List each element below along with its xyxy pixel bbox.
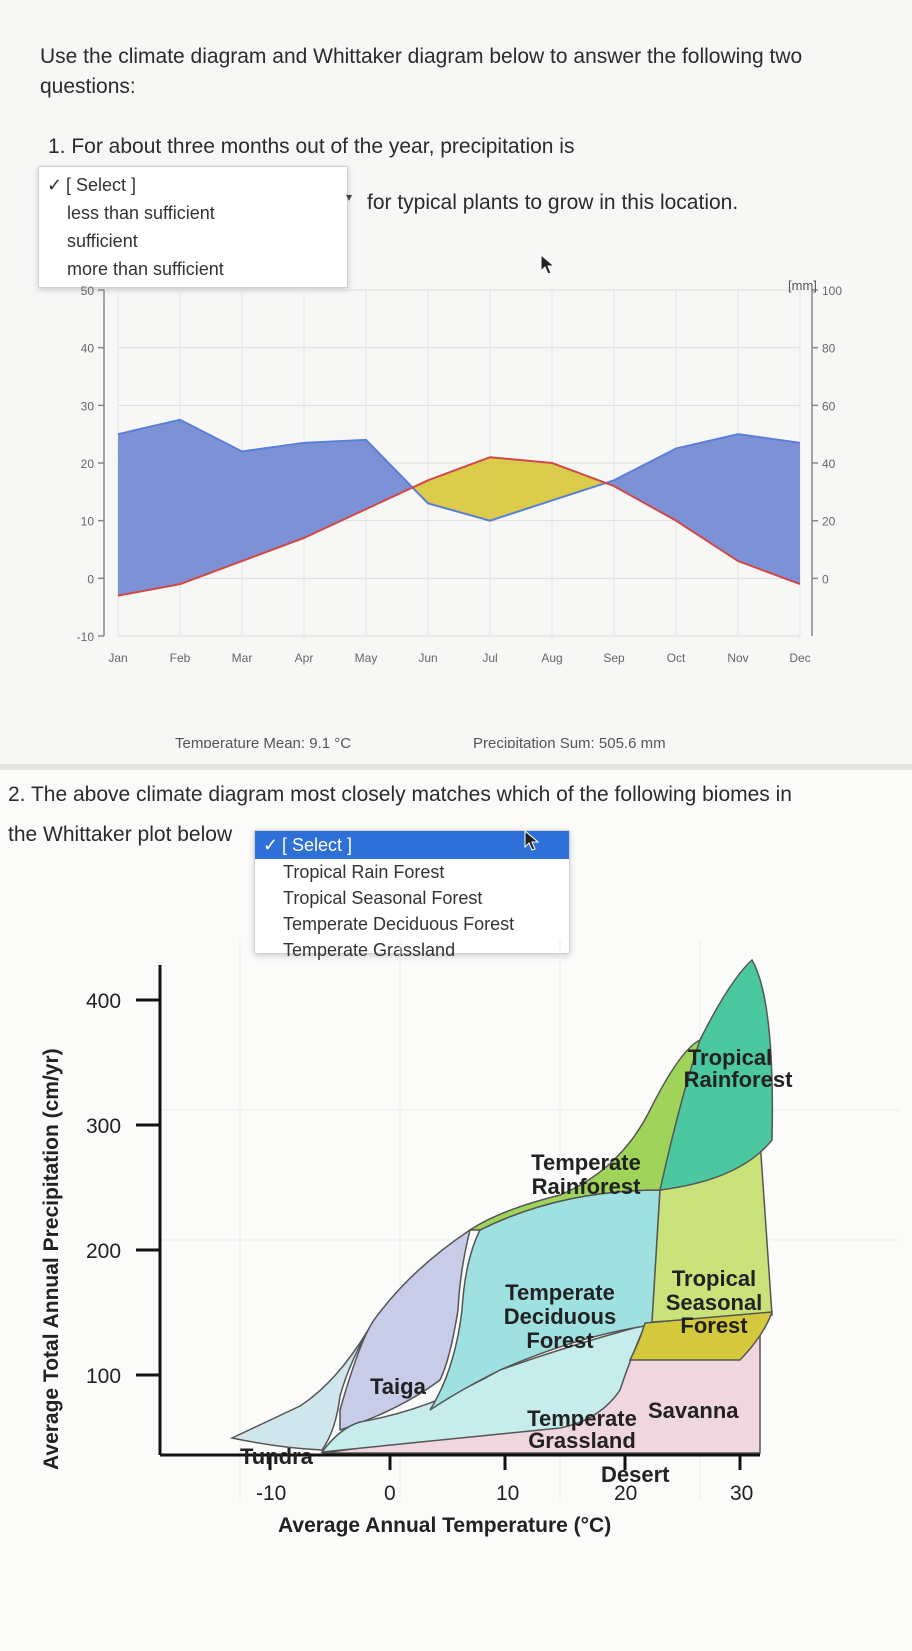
biome-savanna [628,1311,774,1361]
precip-unit-label: [mm] [788,278,817,293]
label-temperate-grassland: Temperate Grassland [527,1406,637,1453]
biome-tropical-rainforest [659,958,774,1191]
precip-tick-label: 100 [822,284,842,298]
x-tick-30: 30 [730,1482,753,1505]
month-label: Oct [667,651,686,665]
mouse-cursor-icon [524,830,540,851]
biome-tundra [229,1319,375,1451]
label-tropical-seasonal: Tropical Seasonal Forest [666,1266,763,1338]
q2-dropdown-selected[interactable]: ✓ [ Select ] [255,831,569,859]
month-label: Dec [789,651,810,665]
wet-period-area [118,419,180,596]
label-tropical-rainforest: Tropical Rainforest [684,1045,793,1092]
period-area [552,463,606,501]
label-temperate-rainforest: Temperate Rainforest [531,1150,641,1199]
wet-period-area [180,419,242,585]
y-tick-100: 100 [86,1365,121,1388]
month-label: Jul [482,651,497,665]
month-label: Nov [727,651,748,665]
checkmark-icon: ✓ [263,835,279,855]
q1-option-less[interactable]: less than sufficient [67,203,215,223]
intro-text: Use the climate diagram and Whittaker di… [40,45,803,98]
biome-temperate-rainforest [467,1038,702,1231]
temp-tick-label: 30 [81,399,95,413]
precip-tick-label: 0 [822,572,829,586]
wet-period-area [304,439,366,538]
y-tick-200: 200 [86,1240,121,1263]
temp-tick-label: 10 [81,515,95,529]
month-label: Jun [418,651,437,665]
q1-text-after: for typical plants to grow in this locat… [367,191,739,214]
label-desert: Desert [601,1462,670,1487]
temp-tick-label: 20 [81,457,95,471]
q2-option-temperate-grassland[interactable]: Temperate Grassland [283,940,456,960]
x-axis-label: Average Annual Temperature (°C) [278,1514,611,1537]
month-label: May [355,651,378,665]
x-tick-10: 10 [496,1482,519,1505]
checkmark-icon: ✓ [47,175,63,195]
x-tick-20: 20 [614,1482,637,1505]
temperature-mean-label: Temperature Mean: 9.1 °C [175,735,351,748]
q2-text-line2: the Whittaker plot below [8,823,233,846]
whittaker-axes [136,965,760,1470]
q2-text-line1: 2. The above climate diagram most closel… [8,783,792,806]
precipitation-line [117,418,801,522]
temp-tick-label: 0 [87,572,94,586]
question-2-panel: 2. The above climate diagram most closel… [0,770,912,1651]
precip-tick-label: 60 [822,399,836,413]
mouse-cursor-icon [540,254,556,275]
q1-dropdown-selected[interactable]: ✓ [ Select ] [39,167,347,199]
climate-lines [117,418,801,597]
q1-dropdown-arrow-icon[interactable]: ▾ [346,190,353,204]
panel-divider [0,764,912,770]
question-1-panel: Use the climate diagram and Whittaker di… [0,0,912,764]
precip-tick-label: 20 [822,515,836,529]
month-label: Sep [603,651,625,665]
x-tick-neg10: -10 [256,1482,286,1505]
precip-tick-label: 80 [822,342,836,356]
q1-selected-label: [ Select ] [66,175,137,195]
whittaker-diagram: 400 300 200 100 -10 0 10 20 30 Average A… [40,940,900,1537]
q1-option-more[interactable]: more than sufficient [67,259,224,279]
precip-tick-label: 40 [822,457,836,471]
label-taiga: Taiga [370,1374,427,1399]
month-label: Apr [295,651,314,665]
y-tick-300: 300 [86,1115,121,1138]
q2-option-temperate-deciduous-forest[interactable]: Temperate Deciduous Forest [283,914,515,934]
month-label: Jan [108,651,127,665]
month-label: Mar [232,651,253,665]
q2-option-tropical-seasonal-forest[interactable]: Tropical Seasonal Forest [283,888,483,908]
q2-option-tropical-rain-forest[interactable]: Tropical Rain Forest [283,862,445,882]
month-label: Aug [541,651,562,665]
precipitation-sum-label: Precipitation Sum: 505.6 mm [473,735,666,748]
label-temperate-deciduous: Temperate Deciduous Forest [504,1280,616,1353]
climate-fills [118,419,800,596]
temperature-line [117,456,801,597]
q1-option-sufficient[interactable]: sufficient [67,231,138,251]
wet-period-area [738,434,800,585]
dry-period-area [428,457,490,521]
y-tick-400: 400 [86,990,121,1013]
wet-period-area [242,442,304,562]
wet-period-area [614,448,676,521]
q1-text-before: 1. For about three months out of the yea… [48,135,575,158]
biome-taiga [339,1228,472,1432]
label-tundra: Tundra [240,1444,314,1469]
wet-period-area [676,434,738,562]
temp-tick-label: 50 [81,284,95,298]
temp-tick-label: -10 [77,630,95,644]
temp-tick-label: 40 [81,342,95,356]
q2-selected-label: [ Select ] [282,835,353,855]
y-axis-label: Average Total Annual Precipitation (cm/y… [40,1048,63,1470]
x-tick-0: 0 [384,1482,396,1505]
q1-dropdown[interactable]: ✓ [ Select ] less than sufficient suffic… [38,166,348,288]
month-label: Feb [170,651,191,665]
label-savanna: Savanna [648,1398,739,1423]
q2-dropdown[interactable]: ✓ [ Select ] Tropical Rain Forest Tropic… [254,830,570,960]
